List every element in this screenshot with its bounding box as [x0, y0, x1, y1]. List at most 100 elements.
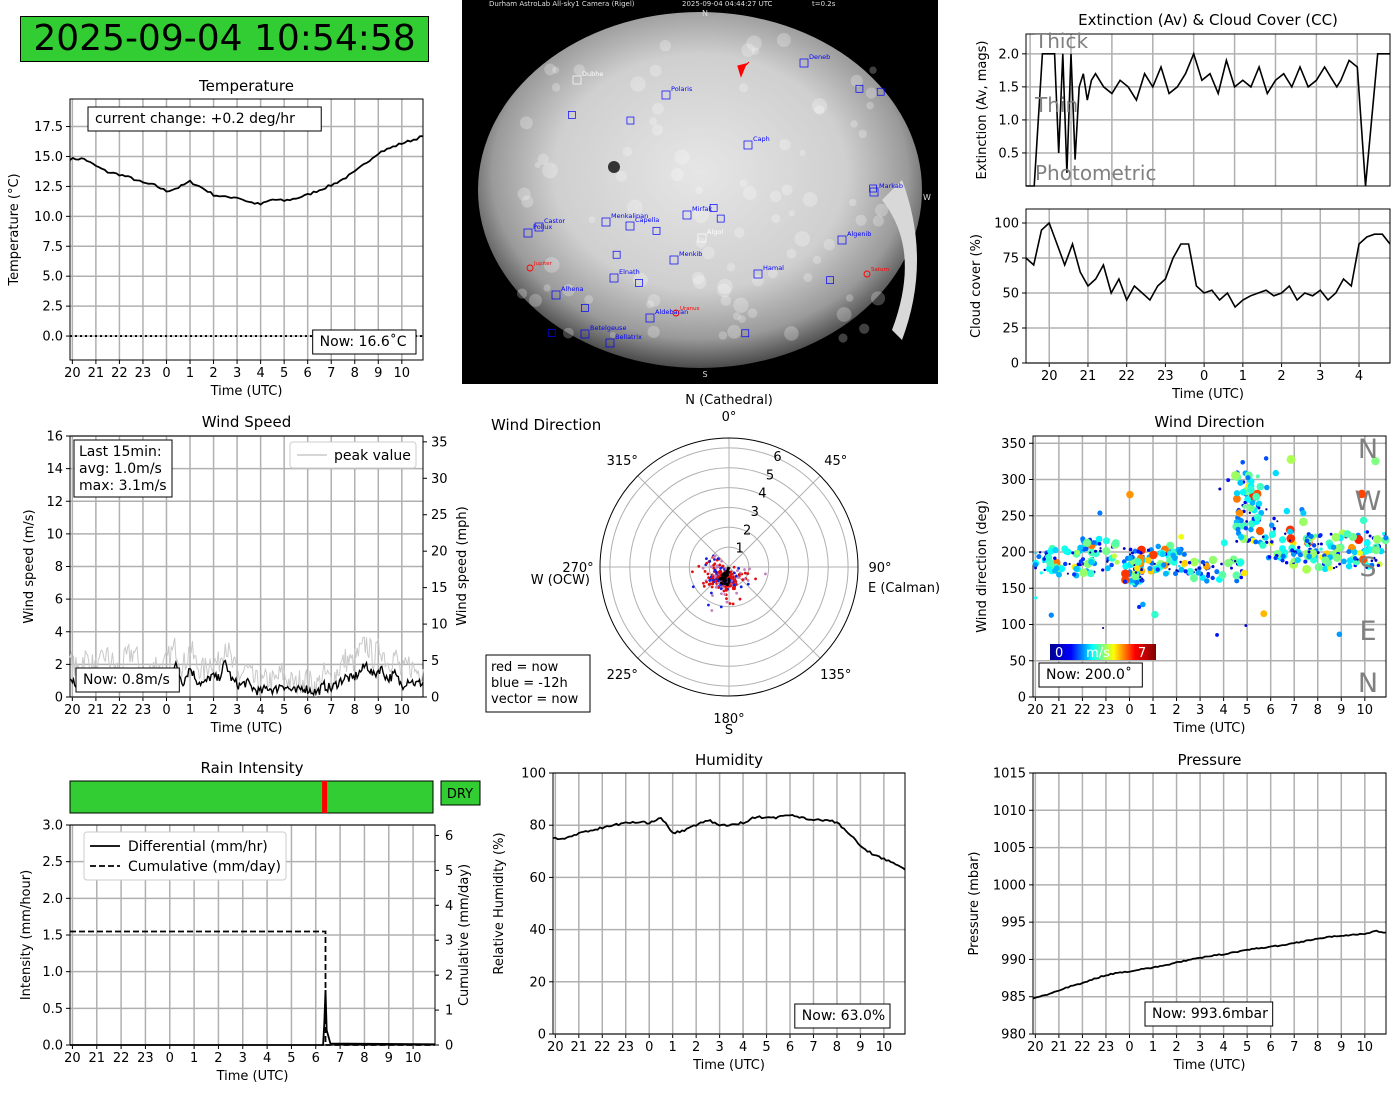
wind-observation-point	[718, 563, 722, 567]
tick-label-x: 23	[1098, 1040, 1115, 1055]
tick-label-x: 4	[739, 1040, 747, 1055]
pressure-chart: 20 21 22 23 0 1 2 3 4 5 6 7 8 9 1098098599099510001005…	[967, 751, 1387, 1073]
planet-marker	[672, 309, 680, 317]
star-label: Mirfak	[692, 205, 712, 213]
tick-label-x: 9	[385, 1051, 393, 1066]
droplet	[838, 333, 848, 343]
wind-direction-point	[1170, 552, 1176, 559]
y-axis-label: Extinction (Av, mags)	[975, 41, 990, 180]
wind-observation-point	[708, 559, 712, 563]
tick-label-y: 8	[55, 560, 63, 575]
polar-grid-spoke	[637, 475, 730, 568]
droplet	[746, 35, 762, 51]
polar-angle-label: 180°	[713, 712, 744, 727]
wind-direction-point	[1345, 563, 1353, 570]
wind-direction-point	[1307, 550, 1311, 554]
polar-direction-w: W (OCW)	[531, 573, 590, 588]
star-label: Menkalinan	[611, 212, 648, 220]
tick-label-y: 17.5	[34, 120, 63, 135]
droplet	[718, 331, 728, 340]
tick-label-y: 1010	[993, 804, 1026, 819]
droplet	[802, 192, 818, 207]
extinction-region-label: Thick	[1034, 29, 1088, 53]
star-label: Menkib	[679, 250, 702, 258]
polar-angle-label: 270°	[562, 561, 593, 576]
chart-title: Rain Intensity	[200, 759, 303, 777]
annotation-box	[1038, 662, 1143, 688]
droplet	[626, 199, 643, 216]
compass-label: N	[1358, 668, 1378, 699]
tick-label-y: 50	[1009, 654, 1026, 669]
star-marker	[612, 250, 621, 259]
tick-label-y: 4	[55, 625, 63, 640]
tick-label-y: 2.0	[998, 47, 1019, 62]
extinction-region-label: Photometric	[1035, 161, 1156, 185]
wind-direction-point	[1168, 567, 1171, 571]
plot-frame	[552, 772, 906, 1035]
wind-direction-point	[1181, 551, 1187, 557]
wind-direction-point	[1140, 601, 1146, 608]
wind-direction-point	[1089, 551, 1092, 554]
wind-direction-point	[1052, 546, 1059, 554]
wind-direction-point	[1371, 546, 1381, 555]
wind-direction-point	[1382, 531, 1386, 536]
wind-direction-point	[1239, 488, 1247, 496]
peak-value-series	[69, 636, 424, 698]
droplet	[738, 83, 749, 93]
wind-direction-point	[1293, 550, 1296, 553]
star-label: Pollux	[533, 223, 552, 231]
x-axis-label: Time (UTC)	[216, 1069, 289, 1084]
droplet	[875, 203, 889, 217]
wind-direction-point	[1068, 562, 1071, 566]
x-axis-label: Time (UTC)	[1173, 1058, 1246, 1073]
wind-direction-point	[1195, 569, 1202, 576]
planet-label: Saturn	[871, 267, 890, 273]
wind-direction-point	[1247, 538, 1252, 542]
wind-direction-point	[1336, 631, 1343, 638]
sky-header-right: t=0.2s	[812, 0, 836, 8]
wind-direction-point	[1286, 528, 1294, 535]
tick-label-x: 23	[135, 703, 152, 718]
wind-direction-point	[1131, 571, 1140, 581]
wind-direction-point	[1039, 571, 1043, 575]
wind-direction-point	[1099, 547, 1102, 550]
tick-label-x: 2	[1277, 369, 1285, 384]
tick-label-x: 21	[88, 1051, 105, 1066]
droplet	[551, 83, 561, 92]
droplet	[691, 271, 705, 285]
wind-observation-point	[732, 565, 736, 569]
wind-direction-point	[1286, 454, 1296, 464]
sky-direction-s: S	[702, 370, 707, 379]
colorbar-max: 7	[1138, 646, 1146, 661]
wind-observation-point	[719, 605, 723, 609]
wind-direction-point	[1073, 565, 1080, 572]
wind-direction-point	[1077, 544, 1084, 551]
wind-direction-point	[1362, 547, 1370, 555]
wind-direction-point	[1245, 520, 1249, 523]
tick-label-y: 14	[46, 462, 63, 477]
y-axis-label: Intensity (mm/hour)	[19, 870, 34, 1000]
wind-observation-point	[716, 581, 720, 585]
tick-label-x: 23	[137, 1051, 154, 1066]
tick-label-x: 5	[280, 703, 288, 718]
polar-r-tick-label: 5	[766, 468, 774, 483]
tick-label-x: 7	[327, 703, 335, 718]
tick-label-y: 12	[46, 495, 63, 510]
wind-observation-point	[707, 583, 711, 586]
tick-label-y: 12.5	[34, 180, 63, 195]
planet-label: Uranus	[680, 306, 700, 312]
wind-observation-point	[705, 561, 709, 565]
humidity-chart: 20 21 22 23 0 1 2 3 4 5 6 7 8 9 10020406080100Humidity…	[492, 751, 906, 1073]
tick-label-y: 100	[994, 217, 1019, 232]
droplet	[788, 210, 795, 217]
tick-label-x: 20	[1027, 703, 1044, 718]
tick-label-x: 5	[1243, 703, 1251, 718]
star-marker	[547, 329, 556, 337]
tick-label-x: 1	[186, 366, 194, 381]
wind-direction-point	[1087, 548, 1096, 557]
wind-direction-point	[1199, 574, 1206, 581]
droplet	[516, 288, 528, 299]
tick-label-x: 0	[645, 1040, 653, 1055]
wind-direction-point	[1063, 561, 1068, 567]
wind-direction-point	[1044, 553, 1053, 562]
